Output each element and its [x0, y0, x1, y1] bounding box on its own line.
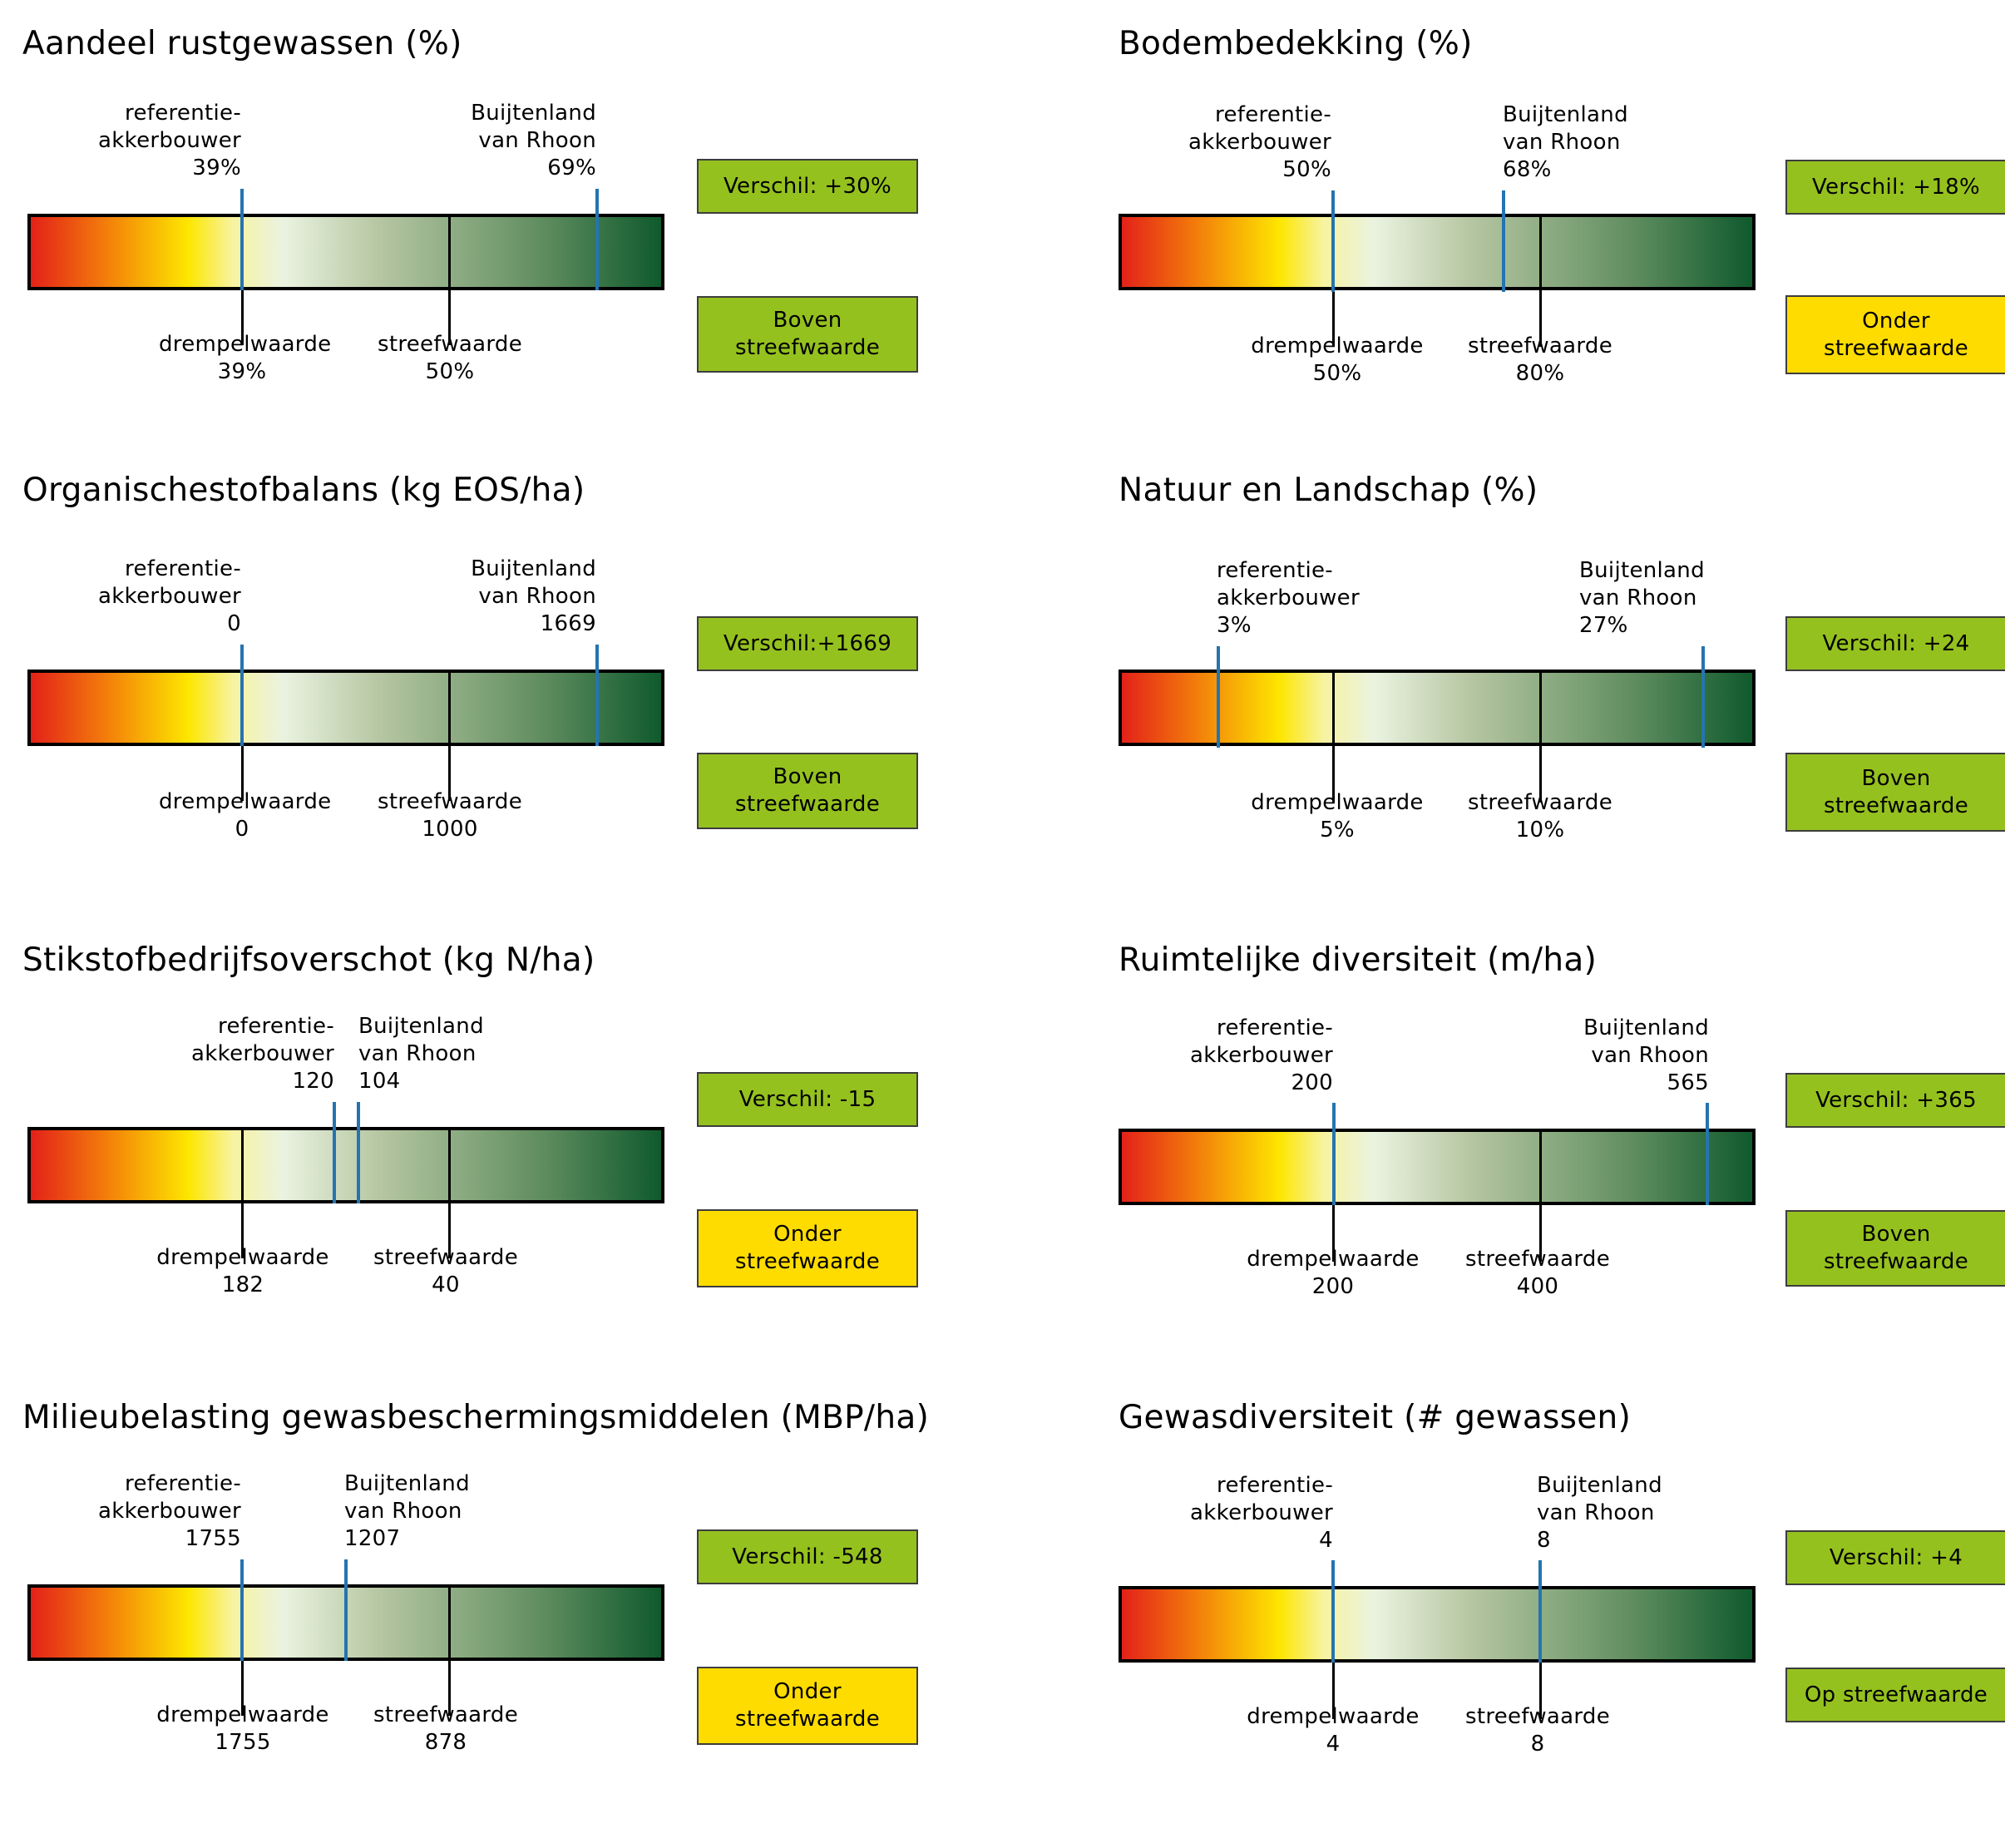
gradient-bar — [27, 670, 664, 746]
reference-label: referentie- akkerbouwer 1755 — [98, 1471, 241, 1551]
farm-pointer — [344, 1559, 348, 1661]
panel-title: Ruimtelijke diversiteit (m/ha) — [1119, 941, 1598, 979]
difference-box: Verschil: +30% — [697, 159, 918, 214]
reference-label: referentie- akkerbouwer 0 — [98, 556, 241, 636]
farm-pointer — [1701, 646, 1705, 748]
reference-label: referentie- akkerbouwer 39% — [98, 101, 241, 180]
farm-pointer — [357, 1102, 360, 1203]
target-label: streefwaarde 400 — [1464, 1247, 1610, 1299]
gradient-bar — [27, 214, 664, 290]
reference-pointer — [240, 189, 244, 290]
farm-label: Buijtenland van Rhoon 565 — [1583, 1015, 1709, 1095]
target-label: streefwaarde 10% — [1467, 790, 1612, 842]
difference-box: Verschil: +18% — [1785, 160, 2005, 215]
panel-milieubelasting: Milieubelasting gewasbeschermingsmiddele… — [22, 1399, 1012, 1848]
threshold-label: drempelwaarde 5% — [1251, 790, 1424, 842]
threshold-label: drempelwaarde 200 — [1247, 1247, 1420, 1299]
threshold-label: drempelwaarde 50% — [1251, 334, 1424, 386]
target-line — [448, 1584, 451, 1716]
gradient-bar — [1119, 670, 1756, 746]
panel-bodembedekking: Bodembedekking (%) referentie- akkerbouw… — [1119, 25, 2005, 474]
farm-pointer — [1706, 1103, 1709, 1205]
panel-title: Stikstofbedrijfsoverschot (kg N/ha) — [22, 941, 595, 979]
difference-box: Verschil: -15 — [697, 1072, 918, 1127]
difference-box: Verschil:+1669 — [697, 616, 918, 671]
reference-pointer — [333, 1102, 336, 1203]
farm-label: Buijtenland van Rhoon 8 — [1537, 1473, 1662, 1553]
difference-box: Verschil: +4 — [1785, 1530, 2005, 1585]
target-line — [1539, 214, 1542, 347]
threshold-line — [1332, 670, 1335, 803]
target-line — [448, 1127, 451, 1258]
verdict-box: Boven streefwaarde — [697, 753, 918, 829]
verdict-box: Onder streefwaarde — [697, 1667, 918, 1745]
farm-label: Buijtenland van Rhoon 68% — [1503, 102, 1628, 182]
verdict-box: Boven streefwaarde — [1785, 753, 2005, 832]
reference-pointer — [1332, 1103, 1336, 1205]
target-label: streefwaarde 8 — [1464, 1704, 1610, 1757]
panel-title: Milieubelasting gewasbeschermingsmiddele… — [22, 1399, 930, 1436]
verdict-box: Onder streefwaarde — [1785, 295, 2005, 374]
farm-label: Buijtenland van Rhoon 1669 — [471, 556, 596, 636]
reference-pointer — [1217, 646, 1220, 748]
farm-pointer — [1502, 190, 1505, 292]
verdict-box: Boven streefwaarde — [697, 296, 918, 373]
threshold-label: drempelwaarde 182 — [156, 1245, 329, 1297]
target-line — [1539, 1129, 1542, 1262]
panel-aandeel-rustgewassen: Aandeel rustgewassen (%) referentie- akk… — [22, 25, 1012, 474]
difference-box: Verschil: +24 — [1785, 616, 2005, 671]
reference-pointer — [240, 645, 244, 746]
farm-pointer — [595, 645, 599, 746]
target-label: streefwaarde 878 — [373, 1702, 518, 1755]
panel-title: Organischestofbalans (kg EOS/ha) — [22, 472, 585, 509]
reference-pointer — [1331, 190, 1335, 292]
verdict-box: Op streefwaarde — [1785, 1668, 2005, 1722]
farm-label: Buijtenland van Rhoon 1207 — [344, 1471, 470, 1551]
panel-stikstofbedrijfsoverschot: Stikstofbedrijfsoverschot (kg N/ha) refe… — [22, 941, 1012, 1391]
threshold-line — [241, 1127, 244, 1258]
difference-box: Verschil: +365 — [1785, 1073, 2005, 1128]
threshold-label: drempelwaarde 0 — [159, 789, 332, 842]
farm-label: Buijtenland van Rhoon 104 — [358, 1014, 484, 1094]
panel-ruimtelijke-diversiteit: Ruimtelijke diversiteit (m/ha) referenti… — [1119, 941, 2005, 1391]
target-label: streefwaarde 80% — [1467, 334, 1612, 386]
reference-label: referentie- akkerbouwer 4 — [1190, 1473, 1333, 1553]
reference-label: referentie- akkerbouwer 3% — [1217, 558, 1360, 638]
reference-pointer — [240, 1559, 244, 1661]
threshold-label: drempelwaarde 1755 — [156, 1702, 329, 1755]
verdict-box: Onder streefwaarde — [697, 1209, 918, 1287]
panel-title: Natuur en Landschap (%) — [1119, 472, 1538, 509]
target-line — [448, 214, 451, 345]
gradient-bar — [1119, 1586, 1756, 1663]
threshold-label: drempelwaarde 39% — [159, 332, 332, 384]
reference-label: referentie- akkerbouwer 120 — [191, 1014, 334, 1094]
panel-title: Gewasdiversiteit (# gewassen) — [1119, 1399, 1632, 1436]
target-line — [1539, 670, 1542, 803]
gradient-bar — [1119, 1129, 1756, 1205]
threshold-label: drempelwaarde 4 — [1247, 1704, 1420, 1757]
farm-label: Buijtenland van Rhoon 69% — [471, 101, 596, 180]
target-label: streefwaarde 1000 — [377, 789, 522, 842]
reference-label: referentie- akkerbouwer 50% — [1188, 102, 1331, 182]
farm-pointer — [595, 189, 599, 290]
panel-gewasdiversiteit: Gewasdiversiteit (# gewassen) referentie… — [1119, 1399, 2005, 1848]
panel-title: Aandeel rustgewassen (%) — [22, 25, 462, 62]
reference-label: referentie- akkerbouwer 200 — [1190, 1015, 1333, 1095]
target-line — [448, 670, 451, 801]
panel-organischestofbalans: Organischestofbalans (kg EOS/ha) referen… — [22, 472, 1012, 921]
difference-box: Verschil: -548 — [697, 1529, 918, 1584]
panel-title: Bodembedekking (%) — [1119, 25, 1473, 62]
gradient-bar — [27, 1127, 664, 1203]
farm-label: Buijtenland van Rhoon 27% — [1579, 558, 1705, 638]
target-label: streefwaarde 40 — [373, 1245, 518, 1297]
reference-pointer — [1331, 1560, 1335, 1663]
target-label: streefwaarde 50% — [377, 332, 522, 384]
gradient-bar — [1119, 214, 1756, 290]
farm-pointer — [1538, 1560, 1542, 1663]
verdict-box: Boven streefwaarde — [1785, 1210, 2005, 1287]
panel-natuur-en-landschap: Natuur en Landschap (%) referentie- akke… — [1119, 472, 2005, 921]
